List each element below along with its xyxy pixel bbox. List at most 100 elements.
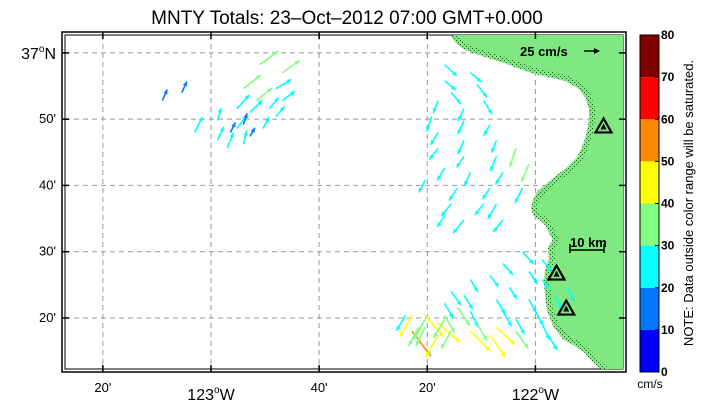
current-vector bbox=[395, 314, 407, 332]
current-vector bbox=[554, 295, 562, 309]
current-vector bbox=[474, 203, 485, 216]
current-vector bbox=[436, 215, 446, 228]
current-vector bbox=[489, 155, 498, 172]
current-vector bbox=[495, 326, 516, 346]
current-vector bbox=[482, 100, 493, 115]
lat-tick-label: 37oN bbox=[21, 44, 56, 63]
current-vector bbox=[494, 171, 504, 185]
colorbar-band bbox=[640, 119, 659, 162]
current-vector bbox=[515, 330, 529, 350]
colorbar-unit: cm/s bbox=[637, 377, 662, 391]
current-vector bbox=[407, 326, 420, 347]
current-vector bbox=[440, 203, 452, 217]
colorbar-tick-label: 80 bbox=[661, 28, 675, 42]
current-vector bbox=[440, 330, 452, 349]
current-vector bbox=[448, 187, 459, 201]
current-vector bbox=[481, 187, 491, 200]
colorbar-note: NOTE: Data outside color range will be s… bbox=[681, 60, 696, 346]
colorbar-tick-label: 40 bbox=[661, 197, 675, 211]
lon-tick-label: 40' bbox=[311, 380, 328, 395]
latitude-labels: 37oN 50' 40' 30' 20' bbox=[21, 44, 626, 325]
current-vector bbox=[469, 330, 491, 352]
colorbar-tick-label: 70 bbox=[661, 70, 675, 84]
current-vector bbox=[487, 203, 498, 220]
colorbar-band bbox=[640, 329, 659, 372]
current-vector bbox=[229, 122, 237, 133]
reference-vector-arrowhead bbox=[594, 48, 600, 54]
colorbar-band bbox=[640, 77, 659, 120]
current-vector bbox=[547, 334, 558, 351]
lat-tick-label: 50' bbox=[39, 111, 56, 126]
current-vector bbox=[541, 279, 550, 290]
current-vector bbox=[521, 251, 535, 265]
current-vector bbox=[492, 219, 504, 233]
current-vector bbox=[455, 155, 465, 168]
current-vector bbox=[476, 84, 488, 98]
current-vector bbox=[424, 334, 439, 358]
reference-vector-label: 25 cm/s bbox=[520, 44, 568, 59]
current-vector bbox=[456, 306, 471, 327]
reference-vector: 25 cm/s bbox=[520, 44, 600, 59]
current-vector bbox=[489, 275, 500, 288]
current-vector bbox=[457, 108, 465, 122]
lon-tick-label: 123oW bbox=[187, 385, 235, 404]
current-vector bbox=[528, 271, 539, 285]
current-vector bbox=[418, 179, 426, 193]
station-marker bbox=[556, 298, 577, 316]
current-vector bbox=[161, 89, 169, 101]
current-vector bbox=[249, 127, 256, 137]
station-marker bbox=[546, 263, 567, 281]
current-vector bbox=[275, 106, 286, 118]
colorbar-tick-label: 60 bbox=[661, 112, 675, 126]
current-vector bbox=[432, 318, 446, 339]
current-vector bbox=[508, 287, 518, 300]
current-vector bbox=[249, 99, 263, 114]
lat-tick-label: 20' bbox=[39, 310, 56, 325]
current-vector bbox=[515, 318, 526, 335]
current-vector bbox=[489, 334, 507, 358]
station-marker-core bbox=[553, 270, 560, 277]
current-vector bbox=[476, 322, 488, 342]
colorbar-tick-label: 0 bbox=[661, 365, 668, 379]
current-vector bbox=[450, 290, 462, 306]
current-vector bbox=[181, 81, 188, 93]
current-vector bbox=[425, 116, 433, 132]
lat-tick-label: 40' bbox=[39, 177, 56, 192]
current-vector bbox=[259, 50, 279, 66]
colorbar-band bbox=[640, 203, 659, 246]
scale-bar-label: 10 km bbox=[570, 235, 607, 250]
current-vector bbox=[520, 163, 530, 182]
colorbar-tick-label: 50 bbox=[661, 154, 675, 168]
current-vector bbox=[514, 187, 524, 204]
current-vector bbox=[463, 171, 472, 187]
current-vector bbox=[502, 263, 514, 276]
current-vector bbox=[429, 132, 439, 146]
current-vector bbox=[541, 259, 553, 272]
radar-stations bbox=[546, 116, 614, 316]
colorbar-tick-label: 10 bbox=[661, 323, 675, 337]
current-vector bbox=[437, 322, 461, 343]
current-vector bbox=[483, 124, 491, 137]
current-vector bbox=[457, 120, 465, 135]
current-vector bbox=[281, 59, 301, 74]
station-marker bbox=[593, 116, 614, 134]
current-vector bbox=[242, 113, 248, 125]
current-vector bbox=[268, 96, 280, 110]
graticule-lines bbox=[65, 35, 623, 369]
current-vector bbox=[444, 64, 458, 77]
lon-tick-label: 122oW bbox=[512, 385, 560, 404]
colorbar-band bbox=[640, 35, 659, 78]
station-marker-core bbox=[563, 305, 570, 312]
station-marker-core bbox=[600, 123, 607, 130]
map-title: MNTY Totals: 23–Oct–2012 07:00 GMT+0.000 bbox=[151, 8, 543, 29]
current-vector bbox=[457, 140, 465, 155]
current-vector bbox=[450, 92, 462, 105]
current-vector bbox=[424, 314, 445, 338]
current-vector bbox=[443, 302, 454, 319]
current-vector bbox=[275, 78, 292, 90]
current-vector bbox=[216, 107, 222, 121]
current-vector bbox=[567, 287, 575, 302]
current-vector bbox=[255, 87, 273, 102]
colorbar-tick-label: 30 bbox=[661, 239, 675, 253]
